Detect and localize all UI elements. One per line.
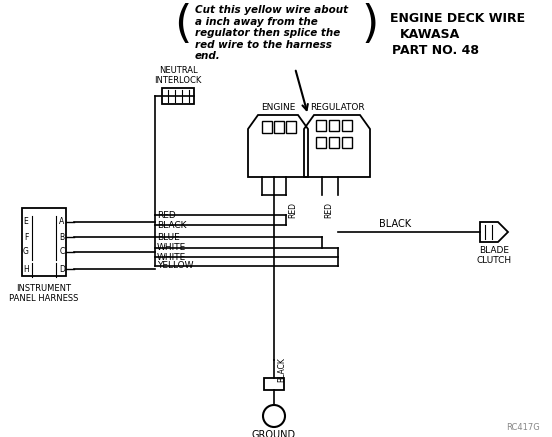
Text: PART NO. 48: PART NO. 48 — [392, 44, 479, 57]
Text: BLACK: BLACK — [379, 219, 411, 229]
Text: BLACK: BLACK — [157, 221, 187, 229]
Text: ENGINE DECK WIRE: ENGINE DECK WIRE — [390, 12, 525, 25]
Bar — [162, 88, 194, 104]
Bar — [22, 208, 66, 276]
Text: Cut this yellow wire about
a inch away from the
regulator then splice the
red wi: Cut this yellow wire about a inch away f… — [195, 5, 348, 62]
Bar — [316, 120, 326, 131]
Text: E: E — [24, 218, 28, 226]
Bar — [342, 137, 352, 148]
Text: C: C — [60, 247, 65, 257]
Text: REGULATOR: REGULATOR — [310, 103, 364, 112]
Bar — [329, 137, 339, 148]
Text: A: A — [60, 218, 65, 226]
Bar — [262, 121, 272, 133]
Text: NEUTRAL
INTERLOCK: NEUTRAL INTERLOCK — [155, 66, 201, 85]
Text: RED: RED — [324, 202, 333, 218]
Text: BLUE: BLUE — [157, 232, 180, 242]
Bar — [316, 137, 326, 148]
Text: D: D — [59, 264, 65, 274]
Bar — [286, 121, 296, 133]
Text: RC417G: RC417G — [506, 423, 540, 432]
Text: ENGINE: ENGINE — [261, 103, 295, 112]
Text: B: B — [60, 232, 65, 242]
Text: BLADE
CLUTCH: BLADE CLUTCH — [476, 246, 512, 265]
Text: BLACK: BLACK — [277, 357, 286, 382]
Text: RED: RED — [157, 211, 176, 219]
Text: G: G — [23, 247, 29, 257]
Text: ): ) — [362, 3, 379, 46]
Text: WHITE: WHITE — [157, 253, 186, 261]
Text: H: H — [23, 264, 29, 274]
Bar — [342, 120, 352, 131]
Text: WHITE: WHITE — [157, 243, 186, 253]
Text: INSTRUMENT
PANEL HARNESS: INSTRUMENT PANEL HARNESS — [9, 284, 79, 303]
Text: KAWASA: KAWASA — [400, 28, 460, 41]
Text: F: F — [24, 232, 28, 242]
Bar — [274, 121, 284, 133]
Text: (: ( — [174, 3, 192, 46]
Text: RED: RED — [288, 202, 297, 218]
Bar — [329, 120, 339, 131]
Text: GROUND: GROUND — [252, 430, 296, 437]
Text: YELLOW: YELLOW — [157, 261, 194, 271]
Bar — [264, 378, 284, 390]
